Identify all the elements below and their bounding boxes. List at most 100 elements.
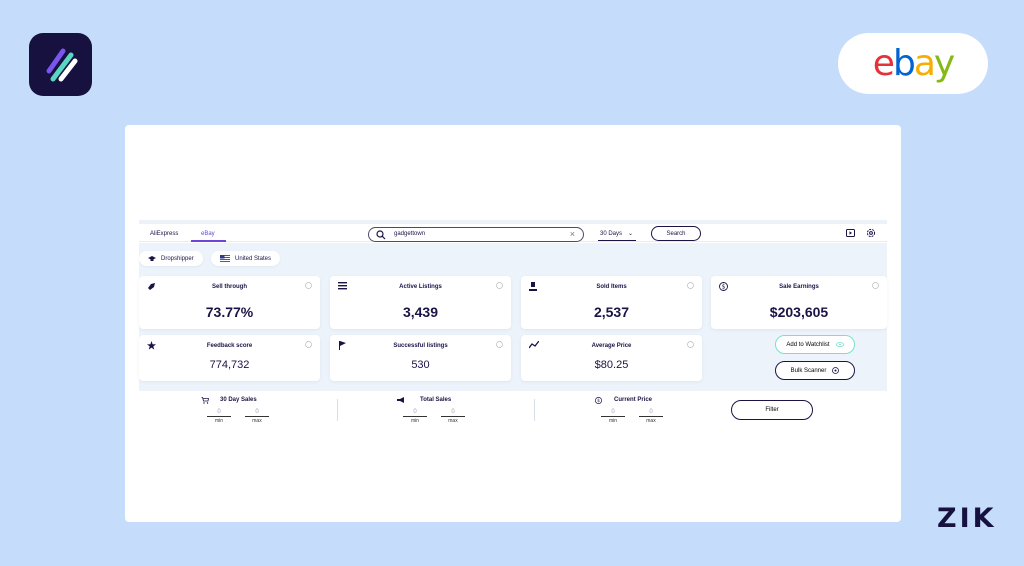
min-input[interactable]: 0 min	[403, 409, 427, 424]
trend-icon	[529, 341, 539, 349]
add-to-watchlist-button[interactable]: Add to Watchlist	[775, 335, 855, 354]
gavel-icon	[529, 282, 537, 291]
max-input[interactable]: 0 max	[441, 409, 465, 424]
zik-logo-icon	[46, 48, 77, 81]
max-label: max	[448, 418, 458, 424]
search-input[interactable]: gadgettown ×	[368, 227, 584, 242]
active-tab-indicator	[191, 240, 226, 242]
stat-card-successful-listings: Successful listings 530	[330, 335, 511, 381]
stat-value: 530	[411, 359, 430, 371]
bulk-scanner-button[interactable]: Bulk Scanner	[775, 361, 855, 380]
bulk-scanner-label: Bulk Scanner	[790, 367, 827, 374]
stat-label: Sold Items	[596, 284, 627, 290]
dollar-icon: $	[595, 397, 602, 404]
rocket-icon	[148, 283, 155, 290]
max-value: 0	[245, 409, 269, 417]
filter-title: 30 Day Sales	[220, 397, 257, 403]
max-label: max	[252, 418, 262, 424]
max-input[interactable]: 0 max	[639, 409, 663, 424]
period-select[interactable]: 30 Days ⌄	[598, 228, 636, 241]
min-value: 0	[601, 409, 625, 417]
megaphone-icon	[397, 397, 404, 403]
info-icon[interactable]	[305, 282, 312, 289]
stat-card-sell-through: Sell through 73.77%	[139, 276, 320, 329]
stat-card-sold-items: Sold Items 2,537	[521, 276, 702, 329]
cart-icon	[201, 397, 209, 404]
eye-icon	[835, 342, 844, 347]
filter-divider	[337, 399, 338, 421]
zik-wordmark: ZIK	[937, 503, 997, 534]
scanner-icon	[832, 367, 840, 374]
stat-card-sale-earnings: $ Sale Earnings $203,605	[711, 276, 887, 329]
filter-button[interactable]: Filter	[731, 400, 813, 420]
min-label: min	[214, 418, 224, 424]
stat-label: Average Price	[591, 343, 632, 349]
tab-aliexpress[interactable]: AliExpress	[150, 231, 179, 237]
info-icon[interactable]	[305, 341, 312, 348]
max-value: 0	[441, 409, 465, 417]
stat-card-feedback-score: Feedback score 774,732	[139, 335, 320, 381]
filter-divider	[534, 399, 535, 421]
gear-icon[interactable]	[866, 228, 876, 238]
info-icon[interactable]	[687, 341, 694, 348]
min-label: min	[608, 418, 618, 424]
stat-label: Sale Earnings	[779, 284, 819, 290]
chevron-down-icon: ⌄	[628, 231, 634, 237]
svg-text:$: $	[722, 284, 726, 291]
ebay-logo-letter: y	[933, 43, 955, 84]
stat-value: $80.25	[594, 359, 629, 371]
stat-value: 73.77%	[205, 304, 254, 320]
ebay-logo-letter: a	[913, 43, 936, 84]
list-icon	[338, 282, 347, 290]
min-value: 0	[403, 409, 427, 417]
chip-label: United States	[235, 255, 272, 262]
search-icon	[376, 230, 386, 240]
filter-title: Current Price	[614, 397, 653, 403]
stat-value: 2,537	[593, 304, 630, 320]
chip-label: Dropshipper	[161, 255, 194, 262]
stat-value: $203,605	[769, 304, 829, 320]
app-panel: AliExpress eBay gadgettown × 30 Days ⌄ S…	[125, 125, 901, 522]
info-icon[interactable]	[687, 282, 694, 289]
min-input[interactable]: 0 min	[601, 409, 625, 424]
ebay-logo-letter: e	[872, 43, 895, 84]
watchlist-label: Add to Watchlist	[786, 341, 830, 348]
star-icon	[147, 341, 156, 350]
tab-ebay[interactable]: eBay	[201, 231, 215, 237]
svg-text:$: $	[597, 398, 600, 404]
chip-dropshipper[interactable]: Dropshipper	[139, 251, 203, 266]
stat-label: Feedback score	[206, 343, 253, 349]
search-button[interactable]: Search	[651, 226, 701, 241]
dashboard-area: Dropshipper United States Sell through 7…	[139, 243, 887, 391]
stat-label: Sell through	[212, 284, 247, 290]
flag-icon	[339, 341, 346, 350]
info-icon[interactable]	[496, 341, 503, 348]
stat-value: 3,439	[402, 304, 439, 320]
max-input[interactable]: 0 max	[245, 409, 269, 424]
min-input[interactable]: 0 min	[207, 409, 231, 424]
stat-card-average-price: Average Price $80.25	[521, 335, 702, 381]
max-value: 0	[639, 409, 663, 417]
dollar-icon: $	[719, 282, 728, 291]
min-value: 0	[207, 409, 231, 417]
hat-icon	[148, 256, 156, 261]
max-label: max	[646, 418, 656, 424]
search-value: gadgettown	[394, 231, 426, 237]
stat-label: Successful listings	[393, 343, 448, 349]
chip-country[interactable]: United States	[211, 251, 281, 266]
filter-title: Total Sales	[420, 397, 452, 403]
app-logo	[29, 33, 92, 96]
period-value: 30 Days	[600, 231, 623, 237]
close-icon[interactable]: ×	[569, 229, 575, 239]
us-flag-icon	[220, 255, 230, 262]
info-icon[interactable]	[872, 282, 879, 289]
stat-label: Active Listings	[399, 284, 442, 290]
ebay-logo-letter: b	[892, 43, 916, 84]
top-bar: AliExpress eBay gadgettown × 30 Days ⌄ S…	[139, 220, 887, 242]
info-icon[interactable]	[496, 282, 503, 289]
min-label: min	[410, 418, 420, 424]
stat-value: 774,732	[209, 359, 250, 371]
video-icon[interactable]	[846, 229, 855, 237]
stat-card-active-listings: Active Listings 3,439	[330, 276, 511, 329]
